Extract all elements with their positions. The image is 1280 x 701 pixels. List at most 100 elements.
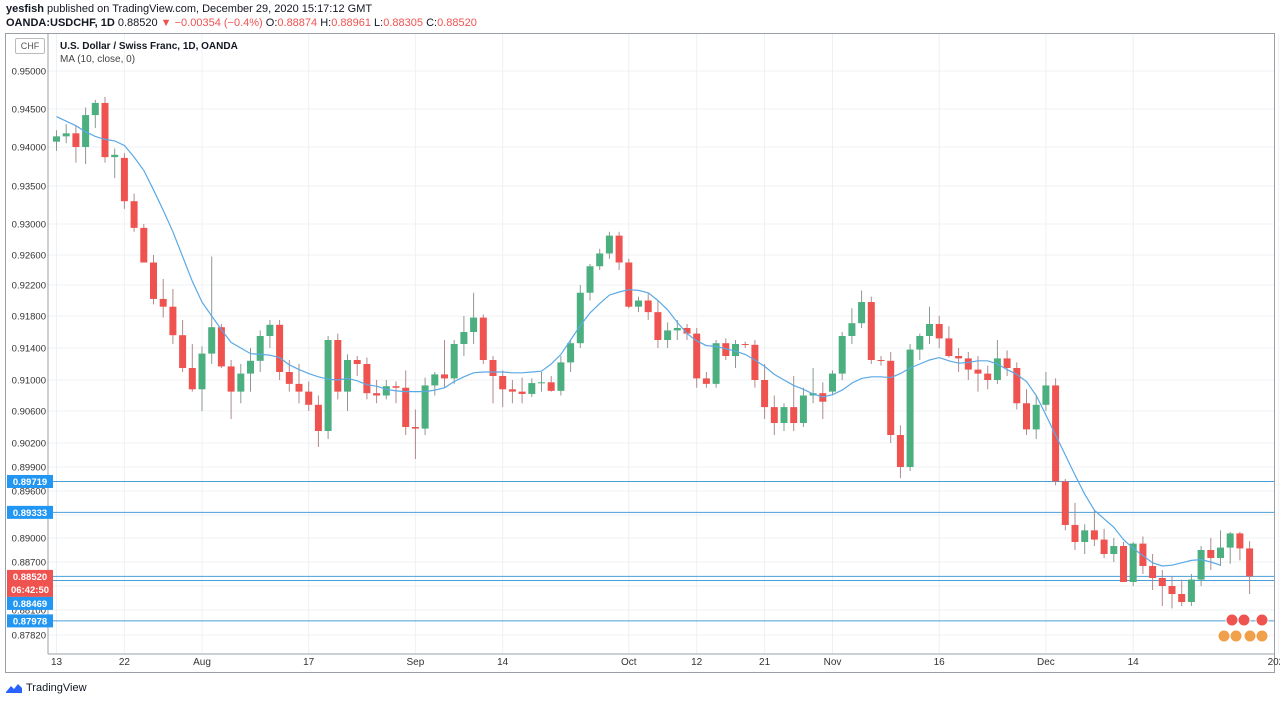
indicator-legend[interactable]: MA (10, close, 0) bbox=[60, 54, 136, 65]
x-tick-label: Oct bbox=[621, 657, 637, 668]
candle-up bbox=[1129, 543, 1137, 582]
last-price: 0.88520 bbox=[117, 17, 158, 29]
candle-up bbox=[53, 136, 60, 142]
candle-down bbox=[140, 227, 148, 263]
candle-down bbox=[1090, 530, 1098, 540]
candle-up bbox=[324, 340, 332, 431]
y-tick-label: 0.93500 bbox=[12, 182, 46, 193]
chart-frame bbox=[5, 33, 1275, 673]
candle-up bbox=[1042, 385, 1050, 405]
candle-down bbox=[974, 369, 982, 374]
brand-name: TradingView bbox=[26, 682, 87, 694]
price-line-label: 0.89719 bbox=[13, 477, 47, 488]
candle-down bbox=[1139, 543, 1147, 566]
candle-up bbox=[848, 323, 856, 336]
price-label-box bbox=[7, 505, 53, 519]
candle-up bbox=[712, 343, 720, 384]
x-tick-label: 17 bbox=[303, 657, 315, 668]
candle-up bbox=[858, 302, 866, 324]
candle-down bbox=[751, 344, 759, 380]
low-label: L: bbox=[374, 17, 384, 29]
candle-up bbox=[926, 324, 933, 336]
candle-down bbox=[353, 360, 361, 364]
candle-down bbox=[761, 380, 769, 408]
currency-button[interactable]: CHF bbox=[15, 38, 45, 54]
candle-down bbox=[1013, 368, 1021, 404]
ma-line bbox=[56, 116, 1221, 567]
candle-up bbox=[421, 385, 429, 429]
candle-down bbox=[363, 364, 371, 394]
low-value: 0.88305 bbox=[383, 17, 423, 29]
candle-up bbox=[237, 373, 245, 392]
y-tick-label: 0.88700 bbox=[12, 558, 46, 569]
symbol-label: OANDA:USDCHF, 1D bbox=[6, 17, 115, 29]
x-tick-label: 21 bbox=[759, 657, 771, 668]
event-badge-icon bbox=[1225, 613, 1239, 627]
candle-up bbox=[1217, 547, 1224, 558]
candle-down bbox=[1023, 403, 1030, 430]
y-tick-label: 0.92600 bbox=[12, 251, 46, 262]
candle-down bbox=[441, 374, 448, 379]
candle-down bbox=[72, 133, 80, 147]
candle-up bbox=[111, 154, 119, 158]
x-tick-label: Nov bbox=[824, 657, 842, 668]
current-price-label: 0.88520 bbox=[13, 572, 47, 583]
y-tick-label: 0.91400 bbox=[12, 344, 46, 355]
candle-down bbox=[770, 407, 778, 423]
price-label-box bbox=[7, 614, 53, 628]
candle-up bbox=[91, 102, 99, 116]
y-tick-label: 0.90600 bbox=[12, 407, 46, 418]
x-tick-label: 14 bbox=[497, 657, 509, 668]
candle-up bbox=[344, 360, 351, 392]
candle-down bbox=[217, 327, 225, 367]
y-tick-label: 0.89600 bbox=[12, 487, 46, 498]
candle-up bbox=[906, 349, 914, 467]
candle-down bbox=[1071, 524, 1079, 542]
candle-up bbox=[470, 317, 478, 332]
price-line-label: 0.88469 bbox=[13, 599, 47, 610]
x-tick-label: 22 bbox=[119, 657, 131, 668]
candle-down bbox=[964, 358, 972, 370]
price-label-box bbox=[7, 474, 53, 488]
candle-down bbox=[1207, 550, 1215, 558]
author-name[interactable]: yesfish bbox=[6, 3, 44, 15]
candle-down bbox=[984, 373, 992, 380]
y-tick-label: 0.89000 bbox=[12, 534, 46, 545]
y-tick-label: 0.91800 bbox=[12, 312, 46, 323]
price-line-label: 0.89333 bbox=[13, 508, 47, 519]
candle-up bbox=[266, 324, 274, 336]
candle-up bbox=[799, 395, 807, 423]
price-label-box bbox=[7, 596, 53, 610]
y-tick-label: 0.92200 bbox=[12, 281, 46, 292]
ohlc-line: OANDA:USDCHF, 1D 0.88520 ▼ −0.00354 (−0.… bbox=[6, 17, 477, 29]
candle-down bbox=[276, 324, 284, 372]
y-tick-label: 0.93000 bbox=[12, 220, 46, 231]
candle-up bbox=[732, 344, 739, 356]
x-tick-label: 2021 bbox=[1268, 657, 1280, 668]
candle-down bbox=[1120, 546, 1127, 582]
candle-up bbox=[528, 383, 536, 394]
open-value: 0.88874 bbox=[277, 17, 318, 29]
footer-brand[interactable]: TradingView bbox=[6, 680, 87, 696]
candle-down bbox=[373, 393, 381, 396]
down-arrow-icon: ▼ bbox=[160, 17, 172, 29]
candle-up bbox=[557, 362, 565, 391]
y-tick-label: 0.88100 bbox=[12, 606, 46, 617]
candle-up bbox=[576, 292, 584, 344]
candle-down bbox=[169, 306, 177, 336]
candle-down bbox=[1158, 578, 1166, 586]
candle-down bbox=[741, 344, 749, 345]
candle-down bbox=[179, 335, 187, 368]
y-tick-label: 0.90200 bbox=[12, 439, 46, 450]
candle-up bbox=[247, 360, 254, 374]
candle-down bbox=[314, 404, 322, 431]
candle-up bbox=[1081, 530, 1089, 542]
price-label-current bbox=[7, 569, 53, 597]
candle-down bbox=[1246, 548, 1254, 577]
candle-down bbox=[1178, 594, 1186, 602]
candle-up bbox=[916, 336, 924, 350]
candle-up bbox=[1226, 533, 1234, 548]
candle-down bbox=[615, 235, 623, 263]
y-tick-label: 0.91000 bbox=[12, 376, 46, 387]
